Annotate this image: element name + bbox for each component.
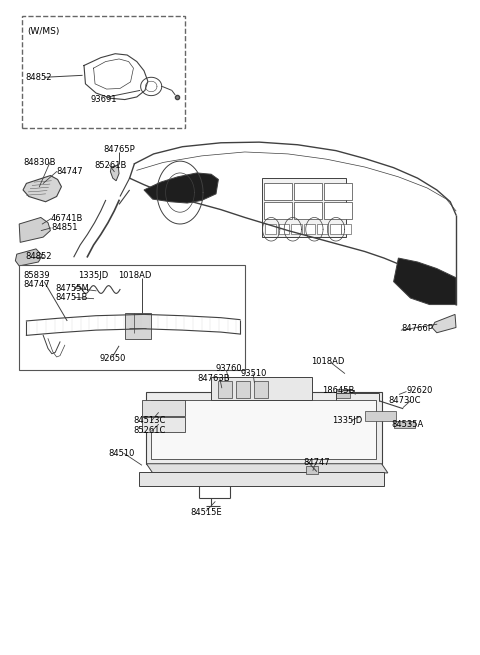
Text: 85261C: 85261C: [133, 426, 166, 436]
Text: 85839: 85839: [23, 271, 49, 280]
Text: 1335JD: 1335JD: [332, 416, 362, 425]
Bar: [262, 178, 346, 237]
Polygon shape: [110, 165, 119, 181]
Bar: [306, 466, 318, 474]
Text: 84730C: 84730C: [389, 396, 421, 405]
Bar: [341, 224, 351, 234]
Bar: [265, 224, 276, 234]
Text: 92650: 92650: [100, 354, 126, 364]
Text: 84510: 84510: [108, 449, 135, 458]
Text: 84830B: 84830B: [23, 158, 56, 167]
Bar: [125, 313, 151, 339]
Text: 84747: 84747: [23, 280, 49, 290]
Bar: [211, 377, 312, 400]
Bar: [142, 400, 185, 416]
Bar: [394, 421, 415, 428]
Bar: [146, 392, 382, 464]
Text: 1335JD: 1335JD: [78, 271, 108, 280]
Text: 84852: 84852: [25, 73, 51, 82]
Bar: [291, 224, 302, 234]
Polygon shape: [144, 173, 218, 203]
Text: 46741B: 46741B: [51, 214, 83, 223]
Bar: [278, 224, 289, 234]
Text: 84765P: 84765P: [103, 145, 135, 154]
Text: 84851: 84851: [51, 223, 77, 233]
Bar: [142, 417, 185, 432]
Bar: [317, 224, 328, 234]
Text: 84747: 84747: [303, 458, 330, 467]
Bar: [254, 381, 268, 398]
Bar: [264, 202, 292, 219]
Polygon shape: [19, 217, 50, 242]
Text: 84852: 84852: [25, 252, 51, 261]
Text: 84751B: 84751B: [56, 293, 88, 302]
Bar: [336, 389, 350, 398]
Bar: [19, 265, 245, 370]
Text: 1018AD: 1018AD: [311, 357, 345, 366]
Polygon shape: [432, 314, 456, 333]
Text: 84763B: 84763B: [198, 374, 230, 383]
Bar: [365, 411, 396, 421]
Bar: [236, 381, 250, 398]
Text: (W/MS): (W/MS): [27, 27, 60, 36]
Text: 84513C: 84513C: [133, 416, 166, 425]
Bar: [294, 183, 322, 200]
Text: 85261B: 85261B: [94, 160, 126, 170]
Text: 93691: 93691: [90, 95, 117, 104]
Text: 84747: 84747: [57, 167, 83, 176]
Text: 84766P: 84766P: [401, 324, 433, 333]
Bar: [304, 224, 315, 234]
Polygon shape: [15, 249, 42, 266]
Text: 1018AD: 1018AD: [118, 271, 152, 280]
Text: 18645B: 18645B: [322, 386, 354, 395]
Bar: [294, 202, 322, 219]
Text: 84755M: 84755M: [56, 284, 89, 293]
Bar: [22, 16, 185, 128]
Bar: [264, 183, 292, 200]
Bar: [218, 381, 232, 398]
Polygon shape: [394, 258, 456, 305]
Bar: [330, 224, 341, 234]
Text: 93510: 93510: [241, 369, 267, 378]
Text: 93760: 93760: [215, 364, 241, 373]
Bar: [151, 400, 376, 458]
Bar: [96, 284, 107, 296]
Polygon shape: [146, 464, 388, 473]
Text: 92620: 92620: [406, 386, 432, 395]
Bar: [324, 202, 352, 219]
Text: 84535A: 84535A: [392, 420, 424, 429]
Polygon shape: [23, 176, 61, 202]
Text: 84515E: 84515E: [190, 508, 222, 517]
Bar: [324, 183, 352, 200]
Bar: [139, 472, 384, 486]
